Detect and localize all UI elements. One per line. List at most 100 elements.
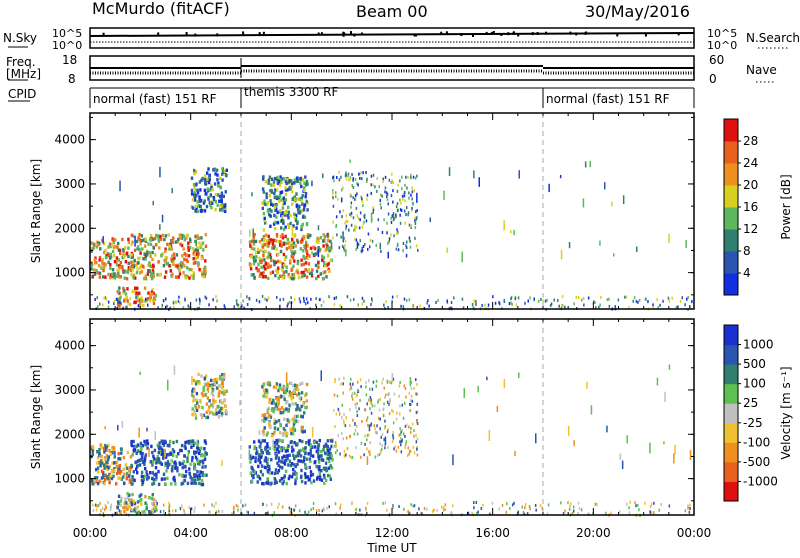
echo-cell [290, 179, 293, 183]
echo-cell [405, 213, 407, 216]
echo-cell [207, 175, 211, 179]
echo-cell [115, 260, 118, 264]
echo-cell [220, 191, 224, 195]
echo-cell [119, 476, 122, 480]
echo-cell [192, 276, 195, 280]
echo-cell [157, 306, 159, 310]
echo-cell [291, 273, 294, 277]
echo-cell [292, 383, 295, 388]
echo-cell [224, 404, 228, 409]
beam-title: Beam 00 [356, 2, 428, 21]
echo-cell [360, 441, 363, 445]
echo-cell [293, 414, 296, 419]
echo-cell [345, 416, 347, 420]
echo-cell [299, 408, 302, 412]
echo-cell [302, 459, 306, 463]
echo-cell [175, 439, 179, 444]
echo-cell [171, 274, 174, 278]
echo-cell [346, 220, 349, 223]
echo-cell [322, 473, 326, 478]
echo-cell [196, 255, 199, 259]
echo-cell [292, 427, 296, 431]
echo-cell [113, 276, 116, 280]
echo-cell [198, 241, 201, 245]
echo-cell [213, 504, 215, 508]
echo-cell [343, 236, 345, 240]
echo-cell [412, 445, 415, 449]
echo-cell [312, 245, 315, 249]
echo-cell [271, 242, 275, 246]
echo-cell [246, 295, 248, 299]
echo-cell [293, 508, 296, 512]
echo-cell [279, 240, 282, 244]
echo-cell [318, 438, 321, 443]
echo-cell [116, 268, 119, 272]
echo-cell [593, 300, 595, 304]
echo-cell [394, 445, 396, 449]
echo-cell [217, 394, 221, 398]
echo-cell [220, 200, 223, 204]
echo-cell [250, 456, 253, 461]
echo-cell [200, 178, 203, 183]
echo-cell [194, 183, 198, 187]
echo-cell [582, 198, 585, 208]
echo-cell [595, 306, 597, 310]
echo-cell [131, 264, 134, 268]
echo-cell [283, 211, 286, 215]
echo-cell [367, 232, 370, 236]
echo-cell [119, 295, 122, 299]
echo-cell [212, 380, 216, 384]
echo-cell [164, 440, 167, 445]
echo-cell [263, 266, 267, 271]
echo-cell [328, 453, 332, 458]
echo-cell [199, 299, 201, 303]
echo-cell [218, 390, 221, 394]
echo-cell [484, 303, 486, 307]
echo-cell [408, 425, 410, 429]
echo-cell [269, 415, 273, 419]
echo-cell [218, 199, 221, 203]
echo-cell [135, 239, 139, 244]
echo-cell [107, 245, 110, 249]
echo-cell [119, 180, 121, 192]
echo-cell [374, 185, 376, 189]
echo-cell [279, 234, 283, 239]
echo-cell [462, 306, 465, 310]
echo-cell [395, 215, 397, 218]
echo-cell [365, 171, 367, 174]
echo-cell [304, 451, 307, 456]
echo-cell [332, 175, 335, 179]
echo-cell [120, 477, 123, 481]
echo-cell [140, 457, 143, 462]
echo-cell [388, 178, 391, 182]
echo-cell [287, 444, 290, 448]
echo-cell [164, 463, 167, 468]
nsky-spike [531, 32, 534, 36]
nsky-spike [545, 31, 548, 35]
colorbar-tick-label: 8 [743, 244, 751, 258]
echo-cell [131, 453, 134, 457]
echo-cell [343, 421, 345, 425]
echo-cell [307, 301, 309, 305]
echo-cell [138, 238, 141, 242]
echo-cell [97, 263, 101, 268]
echo-cell [302, 262, 306, 266]
echo-cell [352, 185, 355, 189]
echo-cell [92, 482, 95, 486]
echo-cell [343, 246, 345, 250]
echo-cell [271, 471, 274, 475]
echo-cell [215, 380, 218, 385]
echo-cell [349, 408, 351, 412]
echo-cell [194, 506, 196, 510]
echo-cell [198, 473, 201, 478]
echo-cell [391, 440, 394, 443]
echo-cell [288, 187, 291, 191]
echo-cell [391, 300, 393, 303]
echo-cell [350, 201, 353, 205]
echo-cell [181, 465, 184, 470]
echo-cell [320, 458, 323, 462]
echo-cell [263, 394, 267, 399]
echo-cell [170, 458, 172, 465]
echo-cell [316, 451, 320, 456]
echo-cell [437, 298, 439, 302]
